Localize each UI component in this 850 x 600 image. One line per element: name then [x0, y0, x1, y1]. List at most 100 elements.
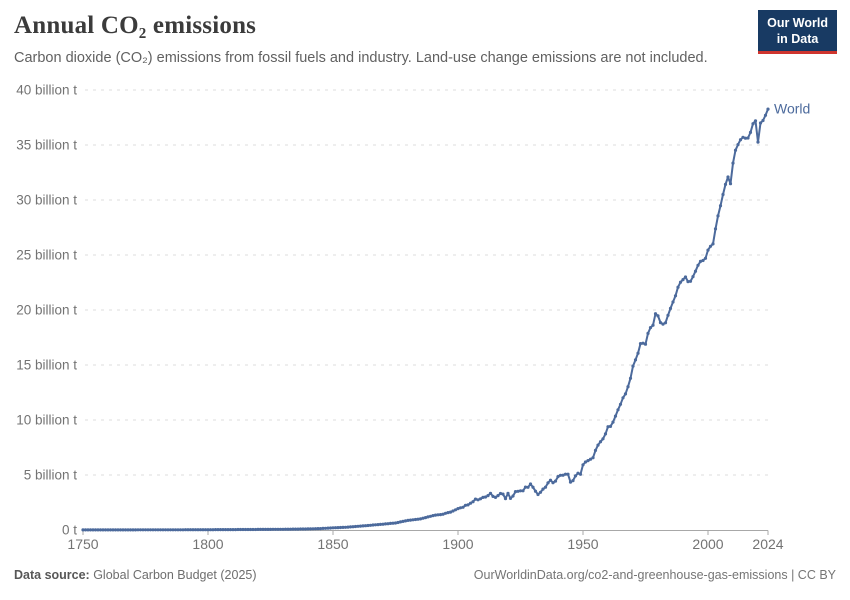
- data-point: [378, 522, 383, 527]
- x-tick-label: 1750: [67, 536, 98, 552]
- data-point: [708, 244, 713, 248]
- owid-logo[interactable]: Our World in Data: [758, 10, 837, 54]
- data-point: [198, 528, 203, 532]
- data-point: [341, 525, 345, 530]
- data-point: [411, 518, 415, 522]
- data-point: [581, 463, 585, 467]
- source-url-link[interactable]: OurWorldinData.org/co2-and-greenhouse-ga…: [473, 568, 836, 582]
- data-point: [743, 136, 748, 140]
- series-label-world[interactable]: World: [774, 101, 810, 117]
- data-point: [416, 517, 420, 521]
- data-point: [376, 523, 380, 527]
- data-source-note: Data source: Global Carbon Budget (2025): [14, 568, 257, 582]
- data-point: [273, 527, 278, 531]
- data-point: [566, 472, 570, 476]
- data-point: [131, 528, 135, 532]
- data-point: [721, 192, 725, 197]
- data-point: [503, 497, 508, 501]
- data-point: [603, 432, 608, 436]
- data-point: [326, 526, 330, 530]
- data-point: [481, 495, 485, 499]
- data-point: [318, 527, 323, 531]
- data-point: [506, 491, 510, 495]
- emissions-line-world[interactable]: [82, 108, 769, 531]
- y-tick-label: 40 billion t: [16, 83, 77, 98]
- data-point: [91, 528, 95, 532]
- data-point: [561, 473, 565, 477]
- data-point: [451, 509, 455, 513]
- data-point: [398, 520, 403, 524]
- data-point: [408, 518, 413, 522]
- data-point: [83, 528, 88, 532]
- data-point: [663, 321, 668, 325]
- data-point: [136, 528, 140, 532]
- data-point: [351, 525, 355, 529]
- data-point: [761, 118, 765, 123]
- data-point: [101, 528, 105, 532]
- data-point: [511, 494, 515, 498]
- data-point: [286, 527, 290, 531]
- data-point: [691, 275, 695, 279]
- data-point: [491, 494, 495, 498]
- data-point: [266, 527, 270, 532]
- data-point: [196, 528, 200, 532]
- x-tick-label: 1800: [192, 536, 223, 552]
- data-point: [331, 526, 335, 530]
- data-point: [216, 528, 220, 532]
- data-point: [161, 528, 165, 532]
- page-title: Annual CO₂ emissions: [14, 12, 257, 39]
- data-point: [443, 511, 448, 515]
- data-point: [348, 525, 353, 529]
- data-point: [86, 528, 90, 532]
- data-point: [343, 525, 348, 529]
- data-point: [228, 528, 233, 532]
- data-point: [473, 497, 478, 501]
- data-point: [406, 518, 410, 523]
- data-point: [268, 527, 273, 532]
- data-point: [641, 341, 645, 345]
- y-tick-label: 15 billion t: [16, 358, 77, 373]
- data-point: [293, 527, 298, 531]
- data-point: [386, 522, 390, 526]
- data-point: [633, 358, 638, 362]
- data-point: [298, 527, 303, 531]
- data-point: [276, 527, 280, 531]
- data-point: [223, 528, 228, 532]
- data-point: [313, 527, 318, 531]
- data-point: [546, 481, 550, 485]
- data-point: [518, 489, 523, 493]
- data-point: [368, 523, 373, 527]
- data-point: [528, 482, 533, 486]
- data-point: [448, 510, 453, 514]
- y-tick-label: 30 billion t: [16, 193, 77, 208]
- data-point: [226, 528, 230, 532]
- data-point: [213, 528, 218, 532]
- x-tick-label: 1950: [567, 536, 598, 552]
- data-point: [116, 528, 120, 532]
- data-point: [81, 528, 85, 532]
- data-point: [626, 385, 630, 389]
- data-point: [306, 527, 310, 531]
- data-point: [593, 448, 598, 452]
- data-point: [483, 495, 488, 499]
- data-point: [606, 425, 610, 429]
- data-point: [753, 119, 758, 123]
- data-point: [241, 527, 245, 532]
- data-point: [681, 278, 685, 282]
- data-point: [538, 490, 543, 494]
- data-point: [108, 528, 113, 532]
- data-point: [208, 528, 213, 532]
- data-point: [233, 528, 238, 532]
- data-point: [433, 513, 438, 517]
- data-point: [403, 519, 408, 523]
- data-point: [301, 527, 305, 531]
- data-point: [656, 314, 660, 318]
- data-point: [253, 527, 258, 532]
- data-point: [181, 528, 185, 532]
- data-point: [96, 528, 100, 532]
- data-point: [541, 487, 545, 491]
- data-point: [678, 280, 683, 284]
- data-point: [441, 512, 445, 516]
- data-point: [738, 138, 743, 142]
